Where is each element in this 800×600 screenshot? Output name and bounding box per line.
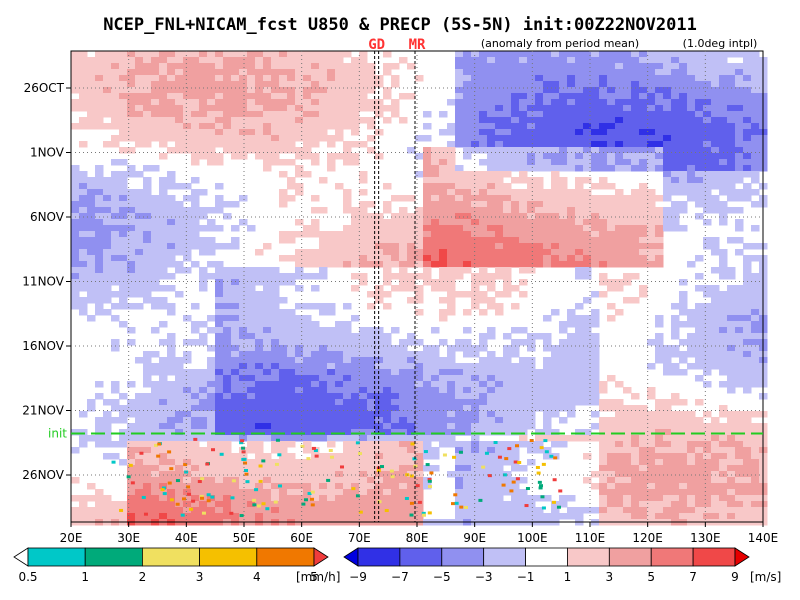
chart-title: NCEP_FNL+NICAM_fcst U850 & PRECP (5S-5N)… [103, 15, 697, 35]
precip-tick-label: 2 [139, 570, 147, 584]
wind-tick-label: 9 [731, 570, 739, 584]
x-tick-label: 20E [60, 531, 83, 545]
x-tick-label: 70E [348, 531, 371, 545]
wind-swatch [567, 547, 610, 567]
wind-swatch [483, 547, 526, 567]
wind-swatch [525, 547, 568, 567]
wind-tick-label: −9 [349, 570, 367, 584]
precip-tick-label: 4 [253, 570, 261, 584]
wind-tick-label: 3 [606, 570, 614, 584]
precip-unit-label: [mm/h] [296, 570, 340, 584]
x-tick-label: 60E [290, 531, 313, 545]
subtitle-anomaly: (anomaly from period mean) [481, 37, 639, 50]
wind-swatch [608, 547, 652, 567]
x-axis: 20E 30E 40E 50E 60E 70E 80E 90E 100E 110E 120E 130E… [60, 51, 779, 545]
wind-tick-label: 7 [689, 570, 697, 584]
anomaly-field [71, 51, 768, 526]
x-tick-label: 80E [406, 531, 429, 545]
y-tick-label: 1NOV [30, 146, 65, 160]
wind-swatch [357, 547, 401, 567]
x-tick-label: 110E [575, 531, 606, 545]
y-axis: 26OCT 1NOV 6NOV 11NOV 16NOV 21NOV 26NOV [22, 81, 763, 482]
wind-tick-label: 5 [647, 570, 655, 584]
init-label: init [48, 426, 67, 440]
precip-speckles [111, 437, 563, 518]
precip-swatch [256, 547, 315, 567]
region-label: GD [368, 37, 385, 53]
precip-swatch [141, 547, 200, 567]
x-tick-label: 30E [117, 531, 140, 545]
y-tick-label: 11NOV [22, 275, 64, 289]
wind-swatch [692, 547, 736, 567]
wind-swatch [399, 547, 443, 567]
precip-swatch [313, 547, 329, 567]
precip-swatch [199, 547, 258, 567]
wind-tick-label: −5 [433, 570, 451, 584]
wind-swatch [734, 547, 750, 567]
x-tick-label: 130E [690, 531, 721, 545]
wind-colorbar: −9 −7 −5 −3 −1 1 3 5 7 9 [343, 547, 750, 584]
precip-tick-label: 0.5 [18, 570, 37, 584]
region-markers: GD MR [368, 37, 426, 522]
wind-unit-label: [m/s] [750, 570, 781, 584]
x-tick-label: 120E [632, 531, 663, 545]
precip-colorbar: 0.5 1 2 3 4 5 [13, 547, 329, 584]
wind-swatch [441, 547, 485, 567]
precip-tick-label: 3 [196, 570, 204, 584]
region-label: MR [409, 37, 426, 53]
wind-tick-label: −1 [517, 570, 535, 584]
y-tick-label: 6NOV [30, 210, 65, 224]
y-tick-label: 26OCT [24, 81, 65, 95]
precip-swatch [13, 547, 29, 567]
x-tick-label: 40E [175, 531, 198, 545]
x-tick-label: 50E [233, 531, 256, 545]
x-tick-label: 90E [463, 531, 486, 545]
precip-swatch [84, 547, 143, 567]
plot-area [70, 50, 768, 526]
x-tick-label: 140E [748, 531, 779, 545]
y-tick-label: 21NOV [22, 404, 64, 418]
x-tick-label: 100E [517, 531, 548, 545]
wind-tick-label: −3 [475, 570, 493, 584]
y-tick-label: 26NOV [22, 468, 64, 482]
wind-tick-label: 1 [564, 570, 572, 584]
subtitle-interp: (1.0deg intpl) [683, 37, 758, 50]
wind-swatch [343, 547, 359, 567]
y-tick-label: 16NOV [22, 339, 64, 353]
init-marker: init [48, 426, 763, 440]
precip-tick-label: 5 [310, 570, 318, 584]
wind-swatch [650, 547, 694, 567]
precip-tick-label: 1 [81, 570, 89, 584]
wind-tick-label: −7 [391, 570, 409, 584]
precip-swatch [27, 547, 86, 567]
